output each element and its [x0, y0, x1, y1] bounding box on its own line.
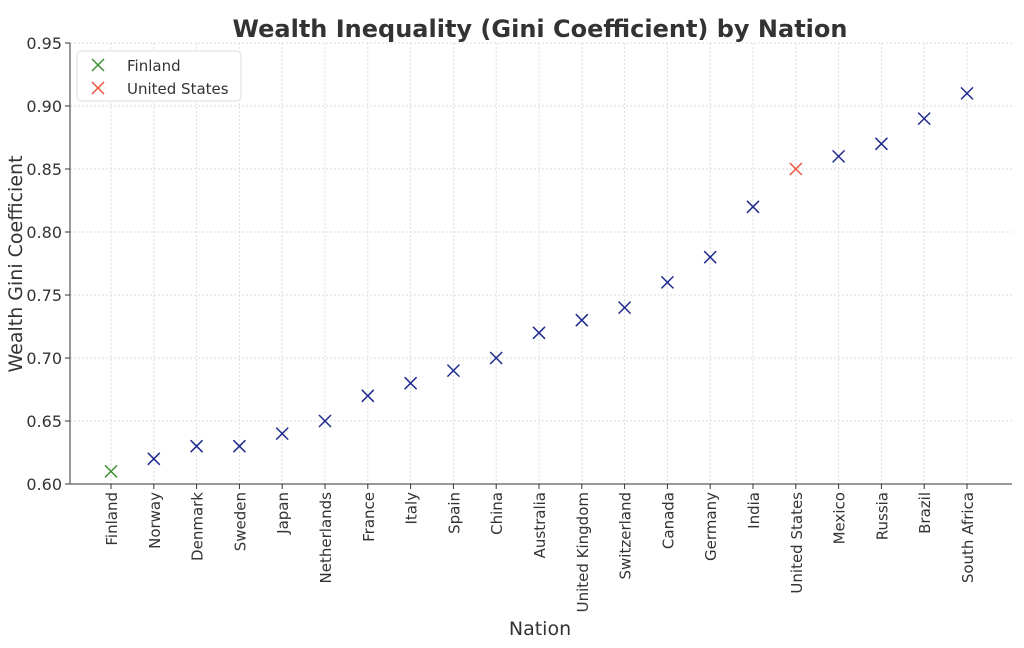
x-tick-label: India	[745, 492, 763, 529]
data-point-france	[361, 389, 375, 403]
y-tick-label: 0.95	[26, 34, 62, 53]
x-tick-label: Switzerland	[617, 492, 635, 580]
legend-box	[76, 50, 242, 102]
y-tick-label: 0.70	[26, 349, 62, 368]
data-point-russia	[874, 137, 888, 151]
data-point-sweden	[232, 439, 246, 453]
x-tick-label: Australia	[531, 492, 549, 558]
data-point-china	[489, 351, 503, 365]
y-tick-label: 0.75	[26, 286, 62, 305]
data-point-united-kingdom	[575, 313, 589, 327]
marker-stroke	[832, 149, 846, 163]
data-point-canada	[660, 275, 674, 289]
x-tick-label: United Kingdom	[574, 492, 592, 612]
data-point-germany	[703, 250, 717, 264]
x-tick-label: Norway	[146, 492, 164, 549]
x-tick-label: Italy	[403, 492, 421, 525]
data-point-italy	[404, 376, 418, 390]
data-point-south-africa	[960, 86, 974, 100]
marker-stroke	[575, 313, 589, 327]
grid	[70, 42, 1012, 485]
marker-stroke	[404, 376, 418, 390]
legend-marker-icon	[91, 58, 105, 72]
data-point-india	[746, 200, 760, 214]
marker-stroke	[960, 86, 974, 100]
marker-stroke	[703, 250, 717, 264]
marker-stroke	[91, 81, 105, 95]
marker-stroke	[532, 326, 546, 340]
x-tick-label: Brazil	[916, 492, 934, 534]
legend-label: United States	[127, 80, 229, 98]
marker-stroke	[489, 351, 503, 365]
x-tick-label: Netherlands	[317, 492, 335, 584]
y-tick-label: 0.90	[26, 97, 62, 116]
marker-stroke	[275, 427, 289, 441]
axes	[69, 43, 1012, 485]
data-point-denmark	[190, 439, 204, 453]
x-tick-label: Canada	[659, 492, 677, 549]
marker-stroke	[917, 112, 931, 126]
data-point-australia	[532, 326, 546, 340]
data-point-switzerland	[618, 301, 632, 315]
y-tick-label: 0.65	[26, 412, 62, 431]
data-point-united-states	[789, 162, 803, 176]
data-point-finland	[104, 464, 118, 478]
marker-stroke	[874, 137, 888, 151]
marker-stroke	[318, 414, 332, 428]
marker-stroke	[660, 275, 674, 289]
x-tick-label: France	[360, 492, 378, 542]
x-tick-label: Sweden	[231, 492, 249, 551]
marker-stroke	[147, 452, 161, 466]
marker-stroke	[446, 364, 460, 378]
legend-marker-icon	[91, 81, 105, 95]
y-tick-label: 0.60	[26, 475, 62, 494]
data-point-brazil	[917, 112, 931, 126]
x-tick-label: Denmark	[189, 492, 207, 561]
marker-stroke	[104, 464, 118, 478]
marker-stroke	[190, 439, 204, 453]
x-tick-label: Spain	[445, 492, 463, 534]
y-ticks: 0.60 0.65 0.70 0.75 0.80 0.85 0.90 0.95	[26, 34, 70, 494]
marker-stroke	[618, 301, 632, 315]
y-tick-label: 0.85	[26, 160, 62, 179]
data-point-norway	[147, 452, 161, 466]
legend: Finland United States	[76, 50, 242, 102]
x-tick-label: Germany	[702, 492, 720, 561]
marker-stroke	[232, 439, 246, 453]
data-point-japan	[275, 427, 289, 441]
marker-stroke	[361, 389, 375, 403]
data-point-netherlands	[318, 414, 332, 428]
y-tick-label: 0.80	[26, 223, 62, 242]
legend-label: Finland	[127, 57, 181, 75]
x-tick-label: South Africa	[959, 492, 977, 583]
x-ticks: Finland Norway Denmark Sweden Japan Netherlan…	[103, 484, 977, 612]
y-axis-label: Wealth Gini Coefficient	[5, 155, 27, 372]
x-tick-label: Mexico	[831, 492, 849, 544]
x-tick-label: United States	[788, 492, 806, 594]
marker-stroke	[789, 162, 803, 176]
chart-title: Wealth Inequality (Gini Coefficient) by …	[233, 15, 848, 43]
data-point-spain	[446, 364, 460, 378]
x-tick-label: Russia	[873, 492, 891, 540]
marker-stroke	[746, 200, 760, 214]
x-tick-label: Japan	[274, 492, 292, 535]
x-tick-label: Finland	[103, 492, 121, 546]
data-point-mexico	[832, 149, 846, 163]
marker-stroke	[91, 58, 105, 72]
x-tick-label: China	[488, 492, 506, 535]
x-axis-label: Nation	[509, 618, 571, 640]
data-points	[104, 86, 974, 478]
